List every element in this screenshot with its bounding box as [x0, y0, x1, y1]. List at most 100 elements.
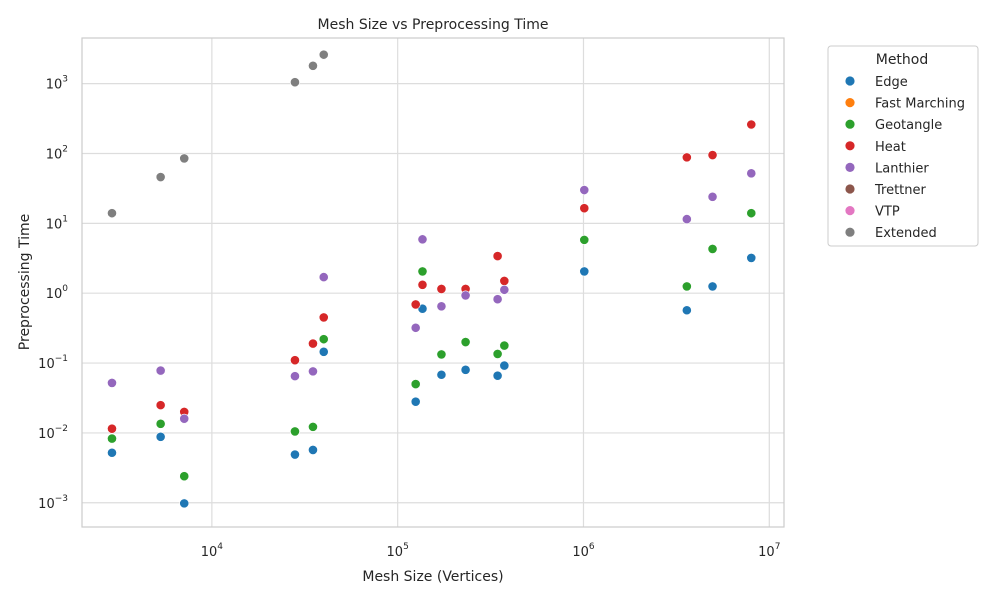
data-point-lanthier	[179, 413, 190, 424]
data-point-heat	[707, 150, 718, 160]
data-point-geotangle	[746, 208, 757, 219]
data-point-extended	[308, 60, 318, 71]
legend-label-heat: Heat	[875, 140, 906, 155]
data-point-heat	[492, 251, 503, 261]
data-point-geotangle	[179, 471, 190, 482]
data-point-lanthier	[308, 366, 318, 377]
data-point-edge	[290, 449, 300, 460]
data-point-edge	[308, 445, 318, 455]
legend-label-extended: Extended	[875, 226, 937, 241]
data-point-heat	[410, 299, 421, 310]
legend-label-vtp: VTP	[875, 205, 900, 220]
data-point-heat	[107, 423, 117, 434]
data-point-geotangle	[290, 426, 300, 437]
data-point-geotangle	[499, 340, 510, 351]
y-tick-labels: 10−3 10−2 10−1 100 101 102 103	[38, 75, 68, 512]
data-point-heat	[746, 119, 757, 130]
data-point-heat	[436, 284, 447, 294]
data-point-extended	[107, 208, 117, 219]
data-point-heat	[499, 276, 510, 286]
legend-marker-heat	[845, 141, 855, 151]
data-point-heat	[290, 355, 300, 366]
plot-frame	[81, 37, 785, 528]
data-point-geotangle	[460, 337, 471, 347]
data-point-edge	[492, 370, 503, 381]
grid	[82, 38, 784, 527]
data-point-heat	[308, 338, 318, 349]
data-point-heat	[681, 152, 692, 163]
data-point-geotangle	[579, 234, 590, 245]
x-axis-label: Mesh Size (Vertices)	[362, 569, 503, 585]
data-point-lanthier	[499, 284, 510, 295]
y-axis-label: Preprocessing Time	[17, 214, 33, 350]
legend-label-edge: Edge	[875, 75, 908, 90]
data-point-heat	[417, 279, 428, 290]
data-point-heat	[579, 203, 590, 214]
data-point-edge	[107, 447, 117, 458]
data-point-extended	[290, 77, 300, 88]
legend-label-geotangle: Geotangle	[875, 118, 942, 133]
legend-title: Method	[876, 52, 929, 68]
y-tick-label: 10−3	[38, 494, 68, 512]
x-tick-label: 105	[387, 542, 409, 560]
data-point-edge	[499, 360, 510, 371]
legend: Method Edge Fast Marching Geotangle Heat Lan…	[827, 45, 979, 247]
data-point-heat	[155, 400, 166, 411]
data-point-geotangle	[318, 334, 329, 345]
data-point-edge	[318, 346, 329, 357]
data-point-lanthier	[681, 214, 692, 225]
legend-marker-edge	[845, 76, 855, 86]
data-point-geotangle	[308, 421, 318, 432]
data-point-geotangle	[681, 281, 692, 292]
data-point-edge	[707, 281, 718, 292]
legend-box	[827, 45, 979, 247]
y-tick-label: 102	[46, 144, 68, 162]
y-tick-label: 10−2	[38, 424, 68, 442]
legend-marker-fast-marching	[845, 98, 855, 108]
legend-marker-extended	[845, 227, 855, 237]
data-point-lanthier	[290, 371, 300, 382]
data-point-heat	[318, 312, 329, 323]
data-point-geotangle	[707, 244, 718, 254]
data-point-geotangle	[155, 418, 166, 429]
legend-label-lanthier: Lanthier	[875, 161, 929, 176]
y-tick-label: 10−1	[38, 354, 68, 372]
data-point-geotangle	[492, 349, 503, 359]
y-tick-label: 103	[46, 75, 68, 93]
x-tick-label: 107	[758, 542, 780, 560]
data-point-lanthier	[318, 272, 329, 283]
x-tick-label: 106	[572, 542, 595, 560]
data-point-extended	[179, 153, 190, 164]
data-point-lanthier	[436, 301, 447, 312]
data-point-edge	[460, 364, 471, 375]
legend-marker-vtp	[845, 206, 855, 216]
data-points	[107, 49, 757, 509]
data-point-edge	[179, 498, 190, 509]
data-point-lanthier	[107, 377, 117, 388]
data-point-lanthier	[410, 322, 421, 333]
data-point-edge	[746, 253, 757, 263]
data-point-lanthier	[417, 234, 428, 245]
chart-title: Mesh Size vs Preprocessing Time	[318, 17, 549, 33]
data-point-edge	[579, 266, 590, 277]
data-point-lanthier	[460, 290, 471, 301]
data-point-lanthier	[746, 168, 757, 179]
data-point-lanthier	[707, 191, 718, 202]
x-tick-labels: 104 105 106 107	[201, 542, 781, 560]
legend-label-fast-marching: Fast Marching	[875, 97, 965, 112]
data-point-edge	[410, 396, 421, 407]
data-point-edge	[681, 305, 692, 316]
legend-marker-lanthier	[845, 162, 855, 172]
x-tick-label: 104	[201, 542, 224, 560]
data-point-extended	[155, 172, 166, 182]
y-tick-label: 101	[46, 214, 68, 232]
legend-marker-geotangle	[845, 119, 855, 129]
data-point-extended	[318, 49, 329, 60]
data-point-geotangle	[410, 379, 421, 389]
data-point-geotangle	[436, 349, 447, 360]
y-tick-label: 100	[46, 284, 69, 302]
legend-label-trettner: Trettner	[874, 183, 927, 198]
data-point-lanthier	[155, 365, 166, 376]
legend-marker-trettner	[845, 184, 855, 194]
